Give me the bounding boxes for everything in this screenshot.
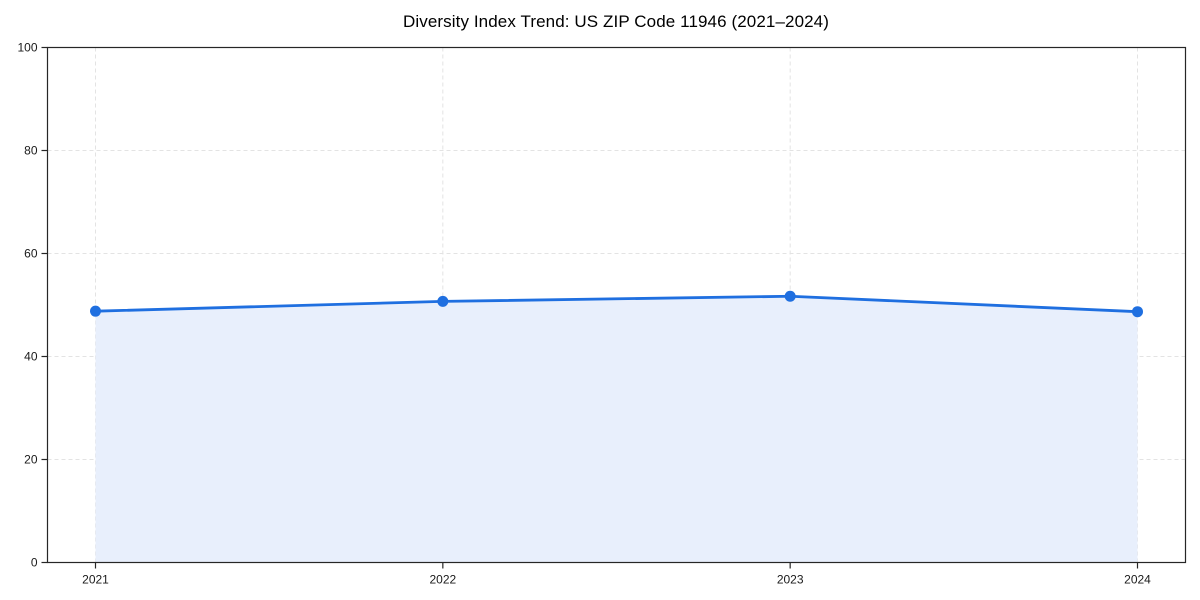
x-axis-tick-label: 2024 (1124, 573, 1151, 587)
x-axis-tick-label: 2022 (429, 573, 456, 587)
x-axis-tick-label: 2023 (777, 573, 804, 587)
data-point (1132, 306, 1143, 318)
chart-title: Diversity Index Trend: US ZIP Code 11946… (402, 12, 830, 31)
y-axis-tick-label: 40 (24, 350, 38, 364)
x-axis-tick-label: 2021 (82, 573, 109, 587)
data-point (90, 305, 101, 317)
trend-line (94, 294, 1139, 314)
plot-border (46, 46, 1187, 564)
y-axis-tick-label: 100 (17, 41, 37, 55)
area-fill (95, 296, 1138, 563)
data-point (437, 295, 449, 307)
y-axis-tick-label: 0 (31, 556, 38, 570)
y-axis-tick-label: 80 (24, 144, 38, 158)
y-axis-tick-label: 60 (24, 247, 38, 261)
y-axis-tick-label: 20 (24, 453, 38, 467)
data-point (784, 290, 796, 302)
